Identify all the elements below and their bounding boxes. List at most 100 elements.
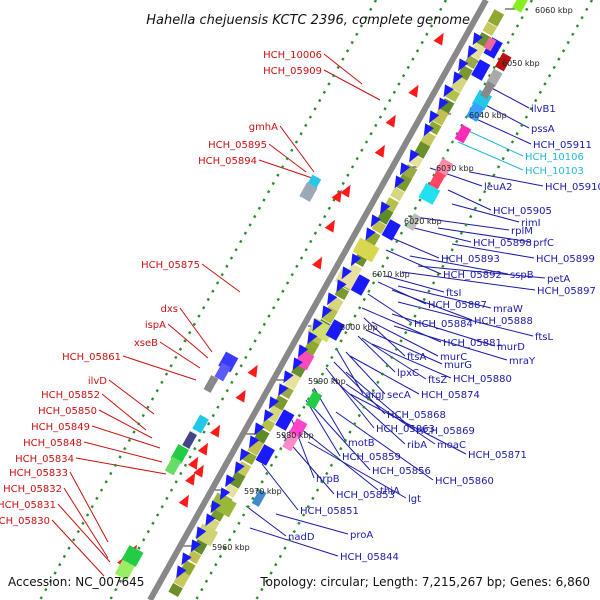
left-gene-label[interactable]: HCH_10006 [263, 50, 322, 61]
left-leader-line [63, 487, 109, 559]
left-gene-label[interactable]: HCH_05833 [9, 468, 68, 479]
gene-block-blue [483, 37, 503, 59]
right-gene-label[interactable]: HCH_05881 [443, 338, 502, 349]
right-gene-label[interactable]: pssA [531, 124, 555, 135]
right-gene-label[interactable]: HCH_05911 [533, 140, 592, 151]
right-gene-label[interactable]: HCH_05880 [453, 374, 512, 385]
right-gene-label[interactable]: lpxC [397, 368, 419, 379]
right-gene-label[interactable]: HCH_05893 [441, 254, 500, 265]
right-gene-label[interactable]: thiA [380, 486, 400, 497]
right-leader-line [331, 377, 406, 445]
right-gene-label[interactable]: ftsI [446, 288, 461, 299]
right-gene-label[interactable]: HCH_05863 [376, 424, 435, 435]
right-gene-label[interactable]: rplM [511, 226, 533, 237]
right-leader-line [487, 85, 530, 109]
right-gene-label[interactable]: HCH_05869 [416, 426, 475, 437]
right-gene-label[interactable]: murG [444, 360, 472, 371]
right-gene-label[interactable]: HCH_05874 [421, 390, 480, 401]
left-gene-label[interactable]: HCH_05831 [0, 500, 56, 511]
left-gene-label[interactable]: HCH_05848 [23, 438, 82, 449]
left-gene-label[interactable]: HCH_05849 [31, 422, 90, 433]
gene-block [466, 102, 485, 122]
right-leader-line [305, 399, 341, 457]
reverse-gene-arrow [472, 32, 483, 46]
right-gene-label[interactable]: mraW [493, 304, 523, 315]
right-leader-line [363, 317, 406, 357]
right-gene-label[interactable]: HCH_05888 [474, 316, 533, 327]
right-gene-label[interactable]: ftsA [407, 352, 426, 363]
right-gene-label[interactable]: HCH_05899 [536, 254, 595, 265]
gene-block-blue [350, 274, 371, 296]
right-gene-label[interactable]: HCH_05859 [342, 452, 401, 463]
right-gene-label[interactable]: murC [440, 352, 467, 363]
left-leader-line [323, 69, 381, 101]
right-gene-label[interactable]: HCH_05898 [473, 238, 532, 249]
left-gene-label[interactable]: HCH_05852 [41, 390, 100, 401]
reverse-gene-arrow [380, 201, 391, 215]
right-gene-label[interactable]: sspB [510, 270, 534, 281]
left-gene-label[interactable]: ispA [145, 320, 166, 331]
gc-segment [168, 582, 183, 598]
right-gene-label[interactable]: motB [348, 438, 375, 449]
right-gene-label[interactable]: HCH_10106 [525, 152, 584, 163]
left-leader-line [83, 441, 163, 463]
tick-dot-row [254, 0, 594, 600]
kbp-label: 6000 kbp [340, 323, 378, 332]
right-gene-label[interactable]: nadD [288, 532, 315, 543]
right-gene-label[interactable]: ftsL [535, 332, 553, 343]
left-leader-line [122, 355, 197, 381]
right-gene-label[interactable]: HCH_05853 [336, 490, 395, 501]
reverse-gene-arrow [312, 318, 323, 332]
right-gene-label[interactable]: HCH_05892 [443, 270, 502, 281]
right-gene-label[interactable]: HCH_05897 [537, 286, 596, 297]
right-gene-label[interactable]: HCH_05871 [468, 450, 527, 461]
right-gene-label[interactable]: HCH_05860 [435, 476, 494, 487]
right-gene-label[interactable]: HCH_05884 [414, 319, 473, 330]
left-gene-label[interactable]: HCH_05834 [15, 454, 74, 465]
right-gene-label[interactable]: HCH_05887 [428, 300, 487, 311]
left-gene-label[interactable]: gmhA [249, 122, 278, 133]
right-gene-label[interactable]: rimI [521, 218, 541, 229]
right-gene-label[interactable]: HCH_05851 [300, 506, 359, 517]
genome-backbone [147, 0, 489, 600]
right-gene-label[interactable]: lgt [408, 494, 421, 505]
right-gene-label[interactable]: secA [387, 390, 411, 401]
left-gene-label[interactable]: HCH_05895 [208, 140, 267, 151]
right-gene-label[interactable]: HCH_05856 [372, 466, 431, 477]
left-gene-label[interactable]: ilvD [88, 376, 107, 387]
reverse-gene-arrow [307, 331, 318, 345]
right-gene-label[interactable]: HCH_05910 [545, 182, 600, 193]
left-gene-label[interactable]: HCH_05875 [141, 260, 200, 271]
right-gene-label[interactable]: mraY [509, 356, 536, 367]
left-gene-label[interactable]: HCH_05850 [38, 406, 97, 417]
left-leader-line [167, 323, 209, 359]
left-gene-label[interactable]: HCH_05861 [62, 352, 121, 363]
right-gene-label[interactable]: HCH_05905 [493, 206, 552, 217]
right-gene-label[interactable]: moaC [437, 440, 466, 451]
right-gene-label[interactable]: argJ [365, 390, 384, 401]
right-gene-label[interactable]: hrpB [316, 474, 340, 485]
right-gene-label[interactable]: leuA2 [484, 182, 512, 193]
left-gene-label[interactable]: HCH_05830 [0, 516, 50, 527]
right-gene-label[interactable]: HCH_10103 [525, 166, 584, 177]
left-gene-label[interactable]: xseB [134, 338, 158, 349]
right-gene-label[interactable]: HCH_05844 [340, 552, 399, 563]
right-leader-line [469, 171, 544, 187]
right-gene-label[interactable]: proA [350, 530, 373, 541]
right-gene-label[interactable]: HCH_05868 [387, 410, 446, 421]
left-gene-label[interactable]: dxs [161, 304, 178, 315]
gc-segment [450, 75, 468, 93]
left-leader-line [91, 425, 161, 449]
right-leader-line [345, 371, 415, 431]
right-gene-label[interactable]: ribA [407, 440, 427, 451]
right-gene-label[interactable]: ilvB1 [531, 104, 556, 115]
right-gene-label[interactable]: ftsZ [428, 375, 447, 386]
gc-segment [487, 9, 505, 27]
left-gene-label[interactable]: HCH_05832 [3, 484, 62, 495]
left-gene-label[interactable]: HCH_05894 [198, 156, 257, 167]
right-gene-label[interactable]: murD [497, 342, 525, 353]
reverse-gene-arrow [181, 552, 192, 566]
left-gene-label[interactable]: HCH_05909 [263, 66, 322, 77]
right-gene-label[interactable]: prfC [533, 238, 554, 249]
right-gene-label[interactable]: petA [547, 274, 570, 285]
